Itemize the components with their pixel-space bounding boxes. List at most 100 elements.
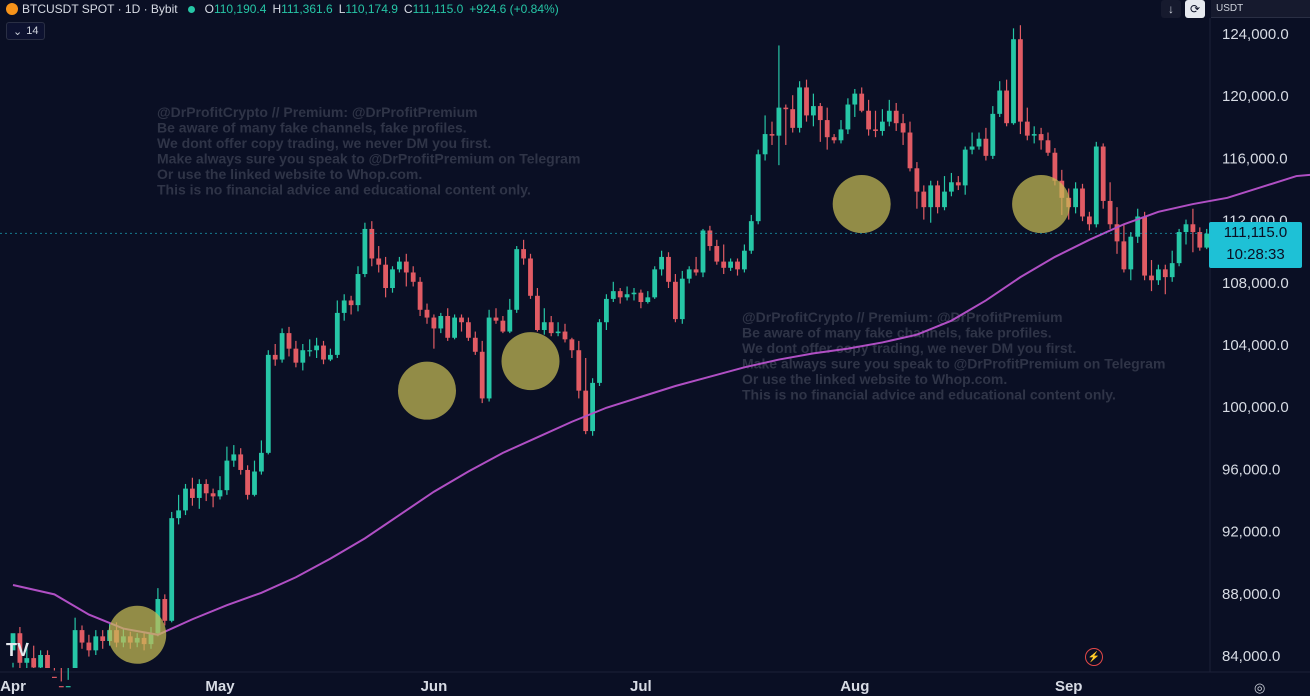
- candle-body: [507, 309, 513, 332]
- candle-body: [638, 292, 644, 303]
- candle-body: [880, 121, 885, 131]
- candle-body: [1121, 241, 1127, 270]
- candle-body: [935, 185, 940, 208]
- candle-body: [52, 676, 57, 678]
- x-tick-label: May: [205, 678, 235, 695]
- candle-body: [493, 317, 499, 321]
- candle-body: [259, 452, 264, 472]
- high-label: H: [272, 2, 282, 16]
- candle-body: [466, 322, 471, 338]
- candle-body: [783, 107, 789, 110]
- watermark-line: This is no financial advice and educatio…: [157, 182, 531, 198]
- symbol-title[interactable]: BTCUSDT SPOT · 1D · Bybit: [22, 2, 178, 16]
- open-value: 110,190.4: [213, 2, 267, 16]
- candle-body: [1135, 216, 1141, 237]
- download-arrow-button[interactable]: ↓: [1161, 0, 1181, 18]
- candle-body: [431, 317, 437, 329]
- x-tick-label: Jun: [421, 678, 448, 695]
- y-tick-label: 116,000.0: [1222, 150, 1288, 167]
- candle-body: [1073, 188, 1078, 208]
- candle-body: [776, 107, 782, 136]
- candle-body: [293, 348, 299, 363]
- candle-body: [886, 110, 892, 122]
- arrow-down-icon: ↓: [1168, 2, 1174, 16]
- candle-body: [1024, 121, 1030, 136]
- lightning-icon[interactable]: ⚡: [1085, 648, 1103, 666]
- candle-body: [265, 354, 271, 453]
- y-tick-label: 96,000.0: [1222, 461, 1280, 478]
- candle-body: [555, 331, 561, 334]
- candle-body: [1114, 224, 1120, 242]
- candle-body: [210, 493, 216, 497]
- candle-body: [797, 87, 802, 128]
- candle-body: [10, 633, 16, 651]
- y-tick-label: 120,000.0: [1222, 88, 1289, 105]
- bar-countdown: 10:28:33: [1226, 246, 1285, 263]
- y-tick-label: 92,000.0: [1222, 524, 1280, 541]
- currency-select[interactable]: USDT: [1211, 0, 1310, 18]
- candle-body: [176, 510, 181, 519]
- settings-icon[interactable]: ◎: [1254, 680, 1266, 695]
- candle-body: [224, 460, 230, 491]
- candle-body: [314, 345, 319, 351]
- candle-body: [65, 686, 71, 688]
- candle-body: [755, 154, 761, 222]
- y-tick-label: 108,000.0: [1222, 275, 1289, 292]
- candle-body: [459, 317, 464, 323]
- candle-body: [1004, 90, 1009, 124]
- candle-body: [976, 138, 982, 147]
- candle-body: [686, 269, 692, 279]
- candle-body: [307, 350, 313, 352]
- candle-body: [604, 298, 609, 323]
- market-status-icon: [187, 5, 195, 13]
- candle-body: [369, 228, 375, 259]
- candle-body: [1045, 140, 1051, 153]
- candle-body: [169, 518, 175, 621]
- candle-body: [328, 354, 333, 360]
- candle-body: [1011, 39, 1016, 124]
- candle-body: [666, 256, 671, 282]
- candle-body: [1087, 216, 1092, 225]
- candle-body: [790, 109, 796, 128]
- candle-body: [541, 322, 547, 331]
- indicator-badge[interactable]: ⌄ 14: [6, 22, 46, 40]
- support-highlight-circle: [398, 361, 456, 420]
- y-tick-label: 104,000.0: [1222, 337, 1289, 354]
- candle-body: [693, 269, 699, 273]
- candle-body: [348, 300, 354, 306]
- candle-body: [528, 258, 533, 296]
- candle-body: [845, 104, 851, 130]
- candle-body: [562, 331, 568, 340]
- candle-body: [700, 230, 706, 273]
- open-label: O: [204, 2, 214, 16]
- candle-body: [472, 337, 478, 352]
- x-tick-label: Apr: [0, 678, 26, 695]
- last-price-label: 111,115.0 10:28:33: [1209, 222, 1302, 268]
- candle-body: [45, 655, 50, 668]
- candle-body: [1052, 152, 1058, 181]
- y-tick-label: 124,000.0: [1222, 26, 1289, 43]
- moving-average-line: [12, 173, 1310, 636]
- candle-body: [286, 333, 292, 349]
- candle-body: [873, 129, 878, 131]
- watermark-line: We dont offer copy trading, we never DM …: [157, 135, 491, 151]
- candle-body: [383, 264, 388, 289]
- candle-body: [735, 261, 740, 270]
- candle-body: [362, 228, 368, 275]
- candle-body: [79, 630, 85, 643]
- x-tick-label: Aug: [840, 678, 869, 695]
- candle-body: [410, 272, 416, 282]
- candle-body: [424, 309, 430, 318]
- candle-body: [673, 281, 678, 320]
- candle-body: [445, 316, 451, 338]
- candle-body: [17, 633, 23, 663]
- candle-body: [907, 132, 913, 169]
- candle-body: [762, 134, 768, 155]
- candle-body: [900, 123, 906, 133]
- candle-body: [990, 113, 996, 156]
- sync-button[interactable]: ⟳: [1185, 0, 1205, 18]
- candle-body: [1107, 200, 1113, 225]
- candle-body: [824, 120, 830, 138]
- watermark-line: Make always sure you speak to @DrProfitP…: [742, 356, 1165, 372]
